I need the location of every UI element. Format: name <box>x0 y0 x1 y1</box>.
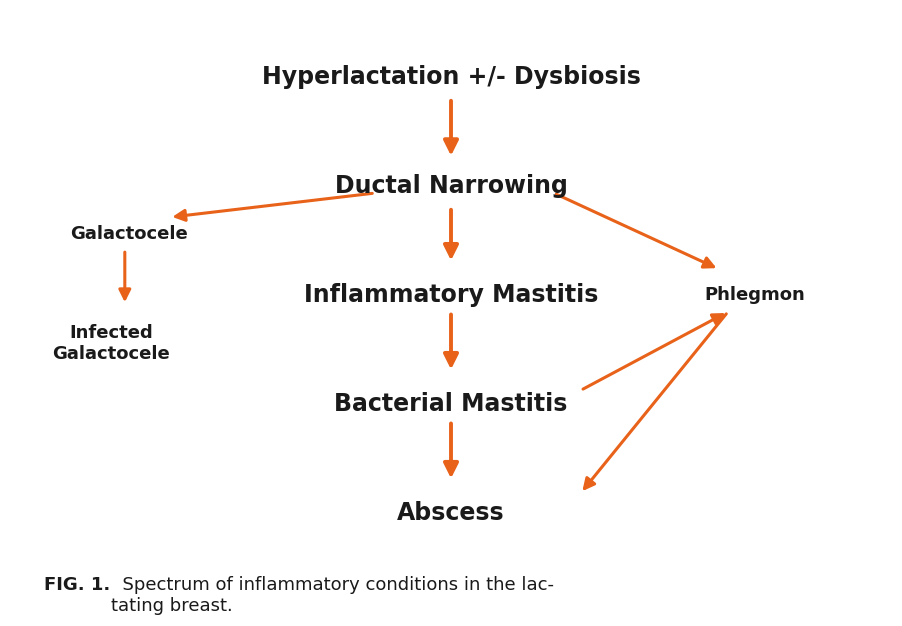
Text: Ductal Narrowing: Ductal Narrowing <box>335 174 567 198</box>
Text: Abscess: Abscess <box>397 501 505 525</box>
Text: Inflammatory Mastitis: Inflammatory Mastitis <box>304 283 598 307</box>
Text: Bacterial Mastitis: Bacterial Mastitis <box>335 392 567 416</box>
Text: Phlegmon: Phlegmon <box>704 285 805 304</box>
Text: FIG. 1.: FIG. 1. <box>44 577 111 594</box>
Text: Galactocele: Galactocele <box>70 225 189 244</box>
Text: Hyperlactation +/- Dysbiosis: Hyperlactation +/- Dysbiosis <box>262 65 640 89</box>
Text: Spectrum of inflammatory conditions in the lac-
tating breast.: Spectrum of inflammatory conditions in t… <box>111 577 554 615</box>
Text: Infected
Galactocele: Infected Galactocele <box>52 324 170 362</box>
